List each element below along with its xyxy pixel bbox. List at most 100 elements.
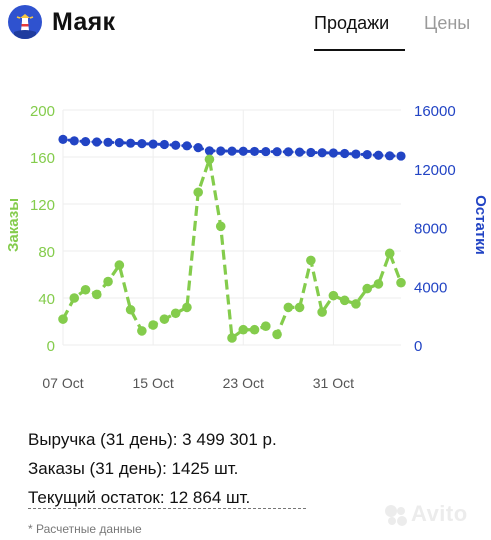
orders-point [215, 221, 226, 232]
orders-point [204, 154, 215, 165]
y2-tick-label: 4000 [414, 279, 447, 296]
stock-point [114, 138, 124, 148]
stock-point [182, 141, 192, 151]
stock-point [80, 136, 91, 147]
stock-point [148, 139, 158, 149]
tab-sales[interactable]: Продажи [314, 13, 390, 33]
y-tick-label: 160 [30, 150, 55, 167]
y2-tick-label: 12000 [414, 162, 456, 179]
right-axis-ticks: 0 4000 8000 12000 16000 [414, 103, 456, 355]
stock-point [58, 134, 68, 144]
x-tick-label: 23 Oct [223, 375, 264, 391]
x-axis-ticks: 07 Oct 15 Oct 23 Oct 31 Oct [42, 375, 354, 391]
orders-point [69, 293, 80, 303]
y-tick-label: 0 [47, 338, 55, 355]
stock-point [295, 147, 305, 157]
stock-point [351, 149, 361, 159]
brand-name: Маяк [52, 8, 116, 36]
orders-point [159, 314, 170, 324]
stock-point [396, 151, 406, 161]
x-tick-label: 07 Oct [42, 375, 83, 391]
stock-point [238, 146, 248, 156]
orders-point [306, 255, 316, 266]
orders-point [193, 187, 203, 198]
orders-point [249, 324, 260, 335]
stock-point [216, 146, 226, 156]
orders-point [396, 277, 406, 288]
sales-chart: 0 40 80 120 160 200 0 4000 8000 12000 16000 07 Oc… [5, 103, 489, 391]
orders-stat: Заказы (31 день): 1425 шт. [28, 459, 239, 478]
stock-point [249, 146, 260, 157]
orders-point [339, 295, 350, 306]
orders-point [182, 302, 192, 313]
stock-point [317, 148, 327, 158]
x-tick-label: 15 Oct [133, 375, 174, 391]
stock-stat: Текущий остаток: 12 864 шт. [28, 488, 251, 507]
stats-block: Выручка (31 день): 3 499 301 р. Заказы (… [28, 425, 277, 512]
stock-point [171, 140, 181, 150]
tab-prices[interactable]: Цены [424, 13, 471, 33]
stock-point [385, 151, 395, 161]
orders-point [261, 321, 271, 332]
orders-point [58, 314, 68, 324]
orders-point [238, 324, 249, 335]
stock-point [362, 150, 372, 160]
stock-point [306, 147, 316, 158]
orders-line [61, 157, 403, 340]
stock-point [69, 136, 79, 146]
orders-point [227, 333, 237, 343]
orders-point [92, 289, 102, 300]
x-tick-label: 31 Oct [313, 375, 354, 391]
stock-point [340, 148, 350, 159]
active-tab-indicator [314, 49, 405, 51]
stock-point [193, 143, 203, 153]
right-axis-label: Остатки [472, 195, 489, 255]
orders-point [125, 304, 136, 315]
orders-point [373, 279, 384, 289]
stock-point [103, 137, 113, 147]
y2-tick-label: 8000 [414, 221, 447, 238]
stock-point [126, 138, 136, 148]
orders-point [114, 260, 125, 270]
y-tick-label: 40 [38, 291, 55, 308]
footnote: * Расчетные данные [28, 522, 142, 536]
orders-point [80, 284, 91, 295]
avito-watermark-icon [385, 505, 407, 526]
y-tick-label: 120 [30, 197, 55, 214]
stock-point [227, 146, 237, 156]
orders-point [294, 302, 305, 313]
orders-point [272, 329, 282, 340]
y-tick-label: 200 [30, 103, 55, 120]
orders-point [317, 307, 327, 317]
avito-watermark-text: Avito [411, 501, 468, 526]
orders-point [362, 283, 373, 294]
stock-point [159, 139, 169, 150]
y2-tick-label: 16000 [414, 103, 456, 120]
stock-point [272, 147, 282, 157]
orders-point [148, 320, 158, 330]
chart-grid [62, 109, 401, 346]
orders-point [137, 326, 147, 336]
stock-point [204, 146, 215, 156]
stock-point [283, 147, 293, 157]
lighthouse-logo-icon [8, 5, 42, 39]
dashed-divider [28, 508, 306, 509]
revenue-stat: Выручка (31 день): 3 499 301 р. [28, 430, 277, 449]
orders-point [170, 308, 181, 319]
orders-point [103, 276, 113, 287]
orders-point [328, 290, 339, 301]
avito-watermark: Avito [383, 498, 483, 532]
app-header: Маяк Продажи Цены [0, 0, 491, 52]
stock-point [328, 148, 338, 158]
orders-point [351, 299, 361, 309]
stock-point [137, 139, 147, 149]
orders-point [384, 248, 395, 259]
y-tick-label: 80 [38, 244, 55, 261]
stock-point [261, 146, 271, 157]
stock-series [58, 134, 406, 161]
stock-point [373, 150, 384, 160]
left-axis-label: Заказы [5, 198, 22, 252]
stock-point [92, 137, 102, 147]
y2-tick-label: 0 [414, 338, 422, 355]
left-axis-ticks: 0 40 80 120 160 200 [30, 103, 55, 355]
